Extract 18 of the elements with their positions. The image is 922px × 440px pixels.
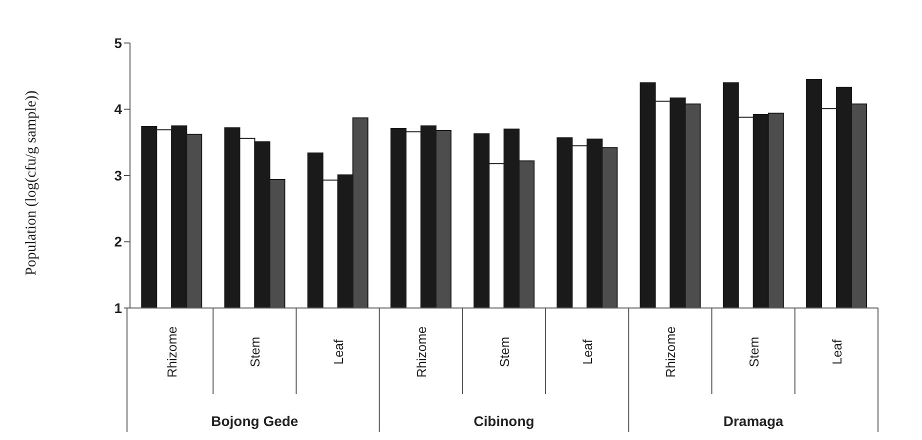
x-tick-label: Stem (248, 336, 263, 368)
x-tick-label: Rhizome (164, 326, 180, 378)
y-tick-label: 5 (114, 34, 122, 51)
y-axis-title: Population (log(cfu/g sample)) (23, 90, 40, 276)
text: Cibinong (474, 413, 534, 429)
x-tick-label: Leaf (330, 338, 346, 365)
y-tick-label: 4 (114, 101, 122, 118)
x-tick-label: Leaf (829, 338, 844, 365)
x-tick-label: Rhizome (414, 326, 429, 378)
x-tick-label: Stem (497, 336, 512, 368)
y-tick-label: 2 (114, 234, 122, 250)
text: Dramaga (723, 413, 784, 429)
x-tick-label: Rhizome (663, 326, 678, 378)
text: Bojong Gede (211, 413, 298, 429)
y-tick-label: 3 (114, 167, 122, 184)
y-tick-label: 1 (114, 300, 122, 316)
x-tick-label: Leaf (580, 338, 596, 365)
x-tick-label: Stem (746, 336, 762, 368)
